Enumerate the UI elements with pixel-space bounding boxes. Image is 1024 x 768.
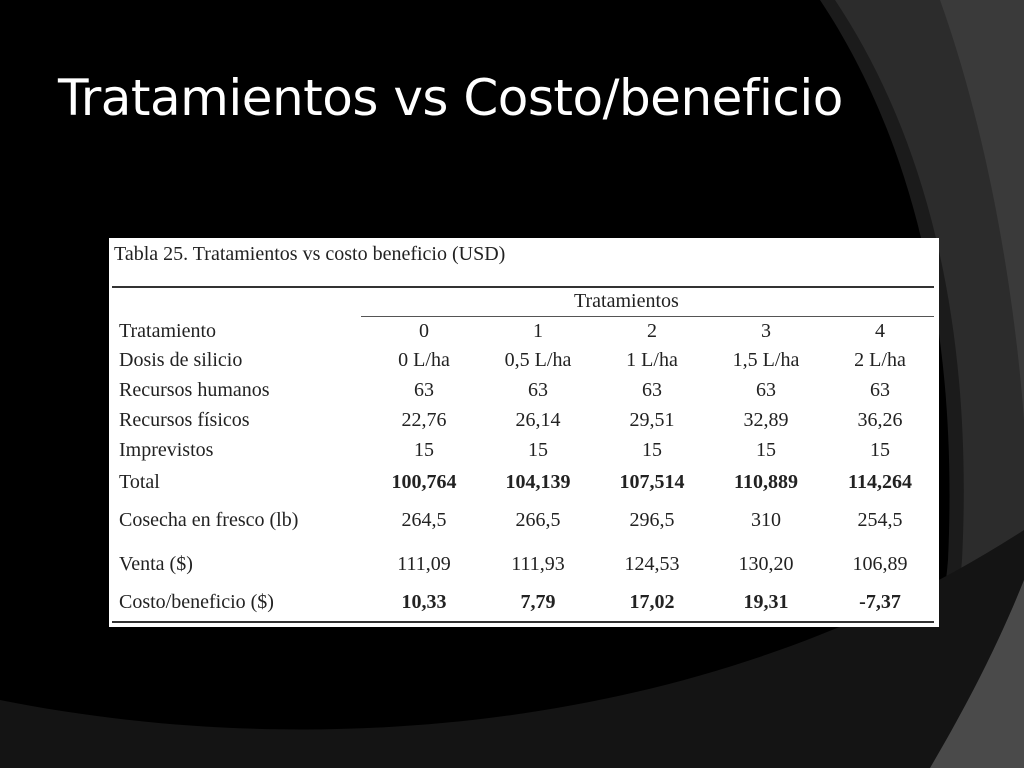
table-cell: 1	[533, 320, 543, 342]
table-cell: 63	[870, 378, 890, 401]
table-bottom-rule	[112, 621, 934, 623]
table-cell: 296,5	[629, 508, 675, 531]
table-cell: 19,31	[743, 590, 789, 613]
row-label: Tratamiento	[119, 320, 217, 342]
row-label: Cosecha en fresco (lb)	[119, 508, 299, 531]
table-cell: 15	[528, 438, 548, 461]
table-cell: 7,79	[520, 590, 556, 613]
table-cell: 254,5	[857, 508, 903, 531]
table-cell: 63	[414, 378, 434, 401]
table-cell: 0	[419, 320, 429, 342]
table-cell: 111,09	[397, 552, 451, 575]
table-cell: -7,37	[859, 590, 901, 613]
table-cell: 15	[756, 438, 776, 461]
treatments-group-header: Tratamientos	[574, 290, 679, 312]
table-cell: 15	[414, 438, 434, 461]
data-table: Tratamiento 0 1 2 3 4 Dosis de silicio 0 L/ha 0,…	[113, 318, 937, 617]
table-row: Costo/beneficio ($) 10,33 7,79 17,02 19,31 -7…	[113, 587, 937, 617]
table-row: Imprevistos 15 15 15 15 15	[113, 435, 937, 465]
table-row: Recursos humanos 63 63 63 63 63	[113, 375, 937, 405]
row-label: Imprevistos	[119, 438, 214, 461]
background-swoosh-light	[940, 0, 1024, 420]
table-row: Recursos físicos 22,76 26,14 29,51 32,89 36,2…	[113, 405, 937, 435]
table-cell: 100,764	[391, 470, 457, 493]
table-top-rule	[112, 286, 934, 288]
cost-benefit-table: Tabla 25. Tratamientos vs costo benefici…	[109, 238, 939, 627]
table-cell: 1,5 L/ha	[732, 348, 800, 371]
table-caption: Tabla 25. Tratamientos vs costo benefici…	[114, 243, 506, 265]
table-cell: 63	[756, 378, 776, 401]
table-row: Venta ($) 111,09 111,93 124,53 130,20 106,89	[113, 541, 937, 587]
table-cell: 63	[642, 378, 662, 401]
table-cell: 2 L/ha	[854, 348, 906, 371]
table-row: Tratamiento 0 1 2 3 4	[113, 318, 937, 345]
table-cell: 63	[528, 378, 548, 401]
table-cell: 124,53	[624, 552, 680, 575]
table-cell: 104,139	[505, 470, 571, 493]
table-cell: 26,14	[515, 408, 561, 431]
table-cell: 17,02	[629, 590, 675, 613]
table-cell: 0 L/ha	[398, 348, 450, 371]
table-cell: 29,51	[629, 408, 675, 431]
row-label: Recursos físicos	[119, 408, 250, 431]
table-cell: 266,5	[515, 508, 561, 531]
table-cell: 4	[875, 320, 885, 342]
table-cell: 15	[642, 438, 662, 461]
table-cell: 111,93	[511, 552, 565, 575]
table-cell: 3	[761, 320, 771, 342]
row-label: Total	[119, 470, 160, 493]
background-bottom-wave	[0, 530, 1024, 768]
table-cell: 2	[647, 320, 657, 342]
table-cell: 10,33	[401, 590, 447, 613]
slide-title: Tratamientos vs Costo/beneficio	[58, 69, 843, 127]
row-label: Costo/beneficio ($)	[119, 590, 274, 613]
table-cell: 0,5 L/ha	[504, 348, 572, 371]
table-cell: 110,889	[734, 470, 798, 493]
table-row: Total 100,764 104,139 107,514 110,889 114,264	[113, 465, 937, 499]
table-cell: 310	[751, 508, 781, 531]
row-label: Venta ($)	[119, 552, 193, 575]
table-row: Cosecha en fresco (lb) 264,5 266,5 296,5 310…	[113, 499, 937, 541]
background-bottom-wave-light	[930, 580, 1024, 768]
group-header-rule	[361, 316, 934, 317]
table-cell: 36,26	[857, 408, 903, 431]
table-cell: 130,20	[738, 552, 794, 575]
table-cell: 106,89	[852, 552, 908, 575]
table-cell: 107,514	[619, 470, 685, 493]
table-cell: 1 L/ha	[626, 348, 678, 371]
table-cell: 22,76	[401, 408, 447, 431]
table-cell: 114,264	[848, 470, 912, 493]
table-cell: 15	[870, 438, 890, 461]
table-cell: 264,5	[401, 508, 447, 531]
row-label: Dosis de silicio	[119, 348, 243, 371]
row-label: Recursos humanos	[119, 378, 270, 401]
table-row: Dosis de silicio 0 L/ha 0,5 L/ha 1 L/ha 1,5 …	[113, 345, 937, 375]
table-cell: 32,89	[743, 408, 789, 431]
